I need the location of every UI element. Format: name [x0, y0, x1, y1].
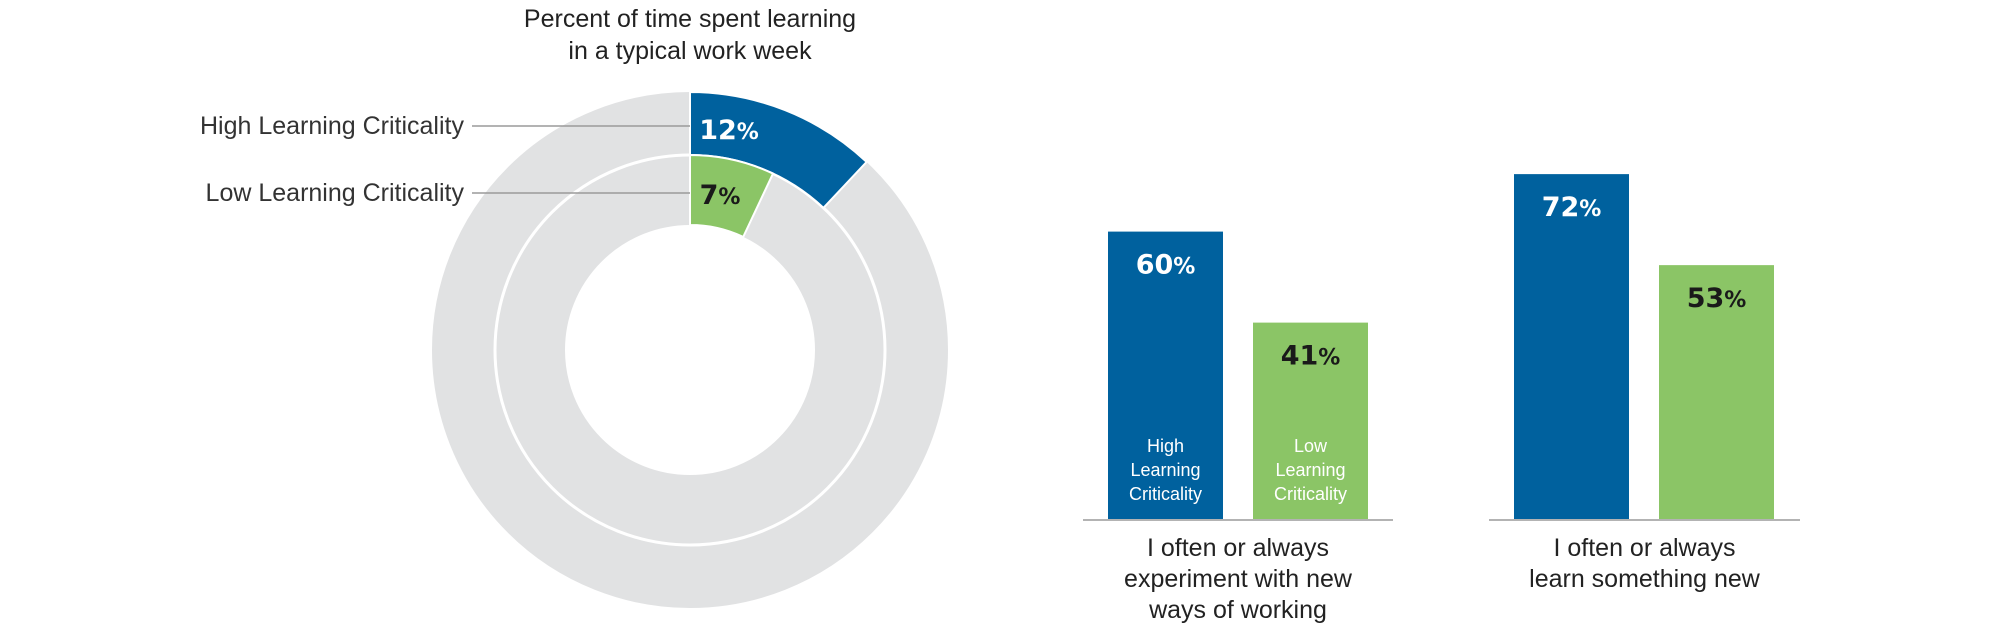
- donut-value-high-percent-sign: %: [737, 120, 759, 145]
- donut-value-low-percent-sign: %: [718, 185, 740, 210]
- donut-value-high: 12%: [699, 115, 759, 146]
- bar-value-experiment-high-number: 60: [1136, 250, 1174, 281]
- donut-inner-ring-remainder: [495, 155, 885, 545]
- bar-value-experiment-high-percent-sign: %: [1173, 255, 1195, 280]
- bar-value-learn-high-percent-sign: %: [1579, 197, 1601, 222]
- bar-value-learn-high: 72%: [1542, 192, 1602, 223]
- legend-label-low: Low Learning Criticality: [206, 179, 465, 207]
- bar-experiment-low: [1253, 322, 1368, 519]
- bar-value-learn-low: 53%: [1687, 283, 1747, 314]
- bar-value-experiment-high: 60%: [1136, 250, 1196, 281]
- category-label-line: experiment with new: [1124, 565, 1353, 593]
- bar-learn-high: [1514, 174, 1629, 519]
- series-label-low: Criticality: [1274, 484, 1347, 504]
- bar-learn-low: [1659, 265, 1774, 519]
- donut-title-line: in a typical work week: [568, 37, 812, 65]
- bar-value-experiment-low-number: 41: [1281, 341, 1319, 372]
- series-label-high: Learning: [1130, 460, 1200, 480]
- category-label-line: learn something new: [1529, 565, 1761, 593]
- series-label-low: Learning: [1275, 460, 1345, 480]
- donut-value-low-number: 7: [700, 180, 719, 211]
- donut-slice-low: [689, 153, 775, 239]
- bar-value-experiment-low: 41%: [1281, 341, 1341, 372]
- series-label-high: High: [1147, 436, 1184, 456]
- bar-value-experiment-low-percent-sign: %: [1318, 346, 1340, 371]
- category-label-line: I often or always: [1147, 534, 1329, 562]
- donut-value-high-number: 12: [699, 115, 737, 146]
- bar-value-learn-low-number: 53: [1687, 283, 1725, 314]
- series-label-low: Low: [1294, 436, 1328, 456]
- bar-experiment-high: [1108, 231, 1223, 519]
- category-label-line: ways of working: [1148, 596, 1327, 624]
- category-label-line: I often or always: [1553, 534, 1735, 562]
- bar-value-learn-high-number: 72: [1542, 192, 1580, 223]
- bar-value-learn-low-percent-sign: %: [1724, 288, 1746, 313]
- donut-title-line: Percent of time spent learning: [524, 5, 856, 33]
- donut-value-low: 7%: [700, 180, 741, 211]
- legend-label-high: High Learning Criticality: [200, 112, 465, 140]
- series-label-high: Criticality: [1129, 484, 1202, 504]
